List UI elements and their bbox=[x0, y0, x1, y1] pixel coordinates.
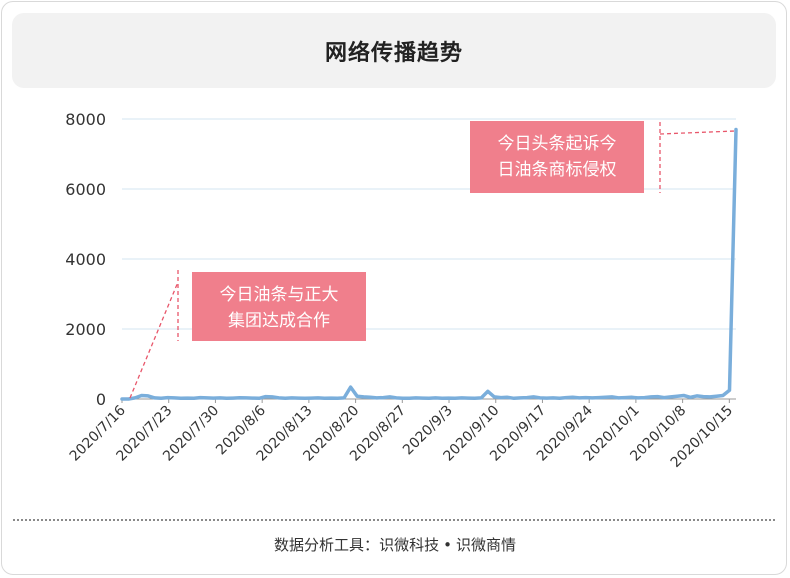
title-bar: 网络传播趋势 bbox=[12, 13, 776, 88]
annotation-box bbox=[470, 121, 644, 193]
annotation-text: 集团达成合作 bbox=[228, 311, 330, 331]
y-tick-label: 2000 bbox=[65, 320, 106, 339]
annotation-text: 日油条商标侵权 bbox=[498, 160, 617, 180]
footer-brand-1: 识微科技 bbox=[379, 536, 440, 554]
footer-divider bbox=[13, 519, 775, 521]
footer-credit: 数据分析工具：识微科技 • 识微商情 bbox=[0, 534, 790, 555]
annotation-text: 今日头条起诉今 bbox=[498, 134, 617, 154]
footer-brand-2: 识微商情 bbox=[455, 536, 516, 554]
y-axis-ticks: 0 2000 4000 6000 8000 bbox=[65, 110, 106, 409]
y-tick-label: 4000 bbox=[65, 250, 106, 269]
x-axis-ticks: 2020/7/162020/7/232020/7/302020/8/62020/… bbox=[67, 399, 736, 471]
y-tick-label: 0 bbox=[96, 390, 106, 409]
annotation-text: 今日油条与正大 bbox=[220, 285, 339, 305]
footer-prefix: 数据分析工具： bbox=[274, 536, 380, 554]
y-tick-label: 6000 bbox=[65, 180, 106, 199]
annotation-box bbox=[192, 272, 366, 341]
y-tick-label: 8000 bbox=[65, 110, 106, 129]
series-layer bbox=[120, 127, 738, 401]
annotation-leader bbox=[659, 130, 736, 135]
chart-title: 网络传播趋势 bbox=[324, 40, 463, 66]
series-line bbox=[120, 127, 738, 401]
footer-separator: • bbox=[443, 536, 452, 554]
annotation-leader bbox=[129, 281, 179, 399]
